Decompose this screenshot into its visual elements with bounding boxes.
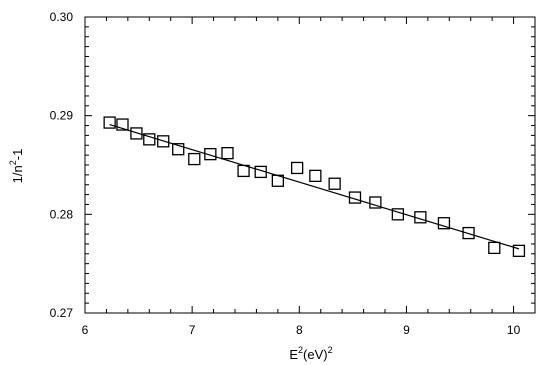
data-point <box>221 147 234 160</box>
data-point <box>391 208 405 221</box>
data-point <box>103 116 116 129</box>
data-point <box>116 118 129 131</box>
data-point <box>462 226 475 240</box>
data-point <box>328 177 341 190</box>
data-point <box>157 135 170 148</box>
data-point <box>143 133 156 146</box>
y-tick-label: 0.27 <box>50 306 74 320</box>
x-axis-label-sup2: 2 <box>328 345 333 355</box>
x-tick-label: 10 <box>507 323 521 337</box>
data-point <box>309 169 322 183</box>
data-point <box>204 147 217 161</box>
y-axis-label-post: -1 <box>10 149 25 161</box>
data-point <box>254 165 267 179</box>
data-point <box>414 211 427 224</box>
y-tick-label: 0.30 <box>50 10 74 24</box>
data-points <box>103 116 526 257</box>
y-tick-label: 0.28 <box>50 207 74 221</box>
x-axis-label-sup1: 2 <box>298 345 303 355</box>
x-tick-label: 8 <box>296 323 303 337</box>
x-axis-ticks: 6 7 8 9 10 <box>82 17 536 337</box>
data-point <box>369 196 382 209</box>
data-point <box>271 174 285 187</box>
x-tick-label: 9 <box>403 323 410 337</box>
data-point <box>348 191 362 204</box>
plot-area <box>84 16 536 314</box>
y-axis-label-pre: 1/n <box>10 165 25 183</box>
x-axis-label: E2(eV)2 <box>289 345 332 362</box>
data-point <box>172 143 185 156</box>
x-tick-label: 7 <box>189 323 196 337</box>
x-axis-label-base: E <box>289 347 298 362</box>
data-point <box>437 217 451 230</box>
x-tick-label: 6 <box>82 323 89 337</box>
data-point <box>188 152 201 166</box>
data-point <box>237 164 250 178</box>
data-point <box>290 161 304 175</box>
y-axis-label: 1/n2-1 <box>8 149 25 184</box>
fit-line <box>109 123 520 250</box>
y-axis-ticks: 0.27 0.28 0.29 0.30 <box>50 10 535 320</box>
y-axis-label-sup: 2 <box>8 160 18 165</box>
data-point <box>130 127 143 140</box>
x-axis-label-mid: (eV) <box>303 347 328 362</box>
data-point <box>488 241 501 255</box>
data-point <box>512 244 526 257</box>
y-tick-label: 0.29 <box>50 109 74 123</box>
